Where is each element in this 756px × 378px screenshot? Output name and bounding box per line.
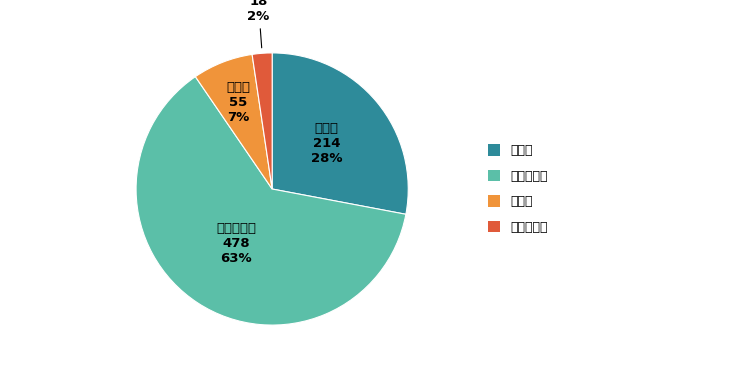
- Wedge shape: [272, 53, 408, 214]
- Legend: 増えた, 同じぐらい, 減った, わからない: 増えた, 同じぐらい, 減った, わからない: [482, 139, 553, 239]
- Text: わからない
18
2%: わからない 18 2%: [238, 0, 278, 48]
- Wedge shape: [252, 53, 272, 189]
- Text: 減った
55
7%: 減った 55 7%: [226, 81, 250, 124]
- Text: 増えた
214
28%: 増えた 214 28%: [311, 122, 342, 165]
- Wedge shape: [136, 77, 406, 325]
- Wedge shape: [195, 54, 272, 189]
- Text: 同じぐらい
478
63%: 同じぐらい 478 63%: [216, 222, 256, 265]
